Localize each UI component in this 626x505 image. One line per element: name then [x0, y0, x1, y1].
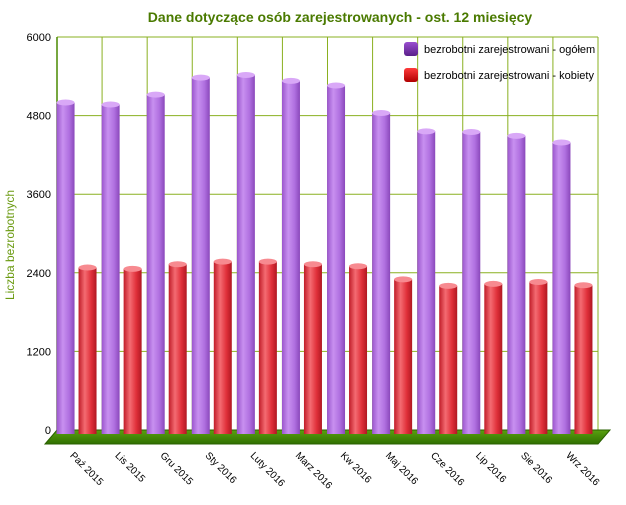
bar-top — [281, 77, 300, 84]
bar-top — [574, 282, 593, 289]
bar — [258, 261, 277, 434]
bar — [281, 80, 300, 434]
bar — [462, 131, 481, 434]
x-tick-label: Lis 2015 — [113, 450, 148, 485]
y-tick-label: 1200 — [27, 346, 51, 358]
chart-title: Dane dotyczące osób zarejestrowanych - o… — [148, 9, 533, 25]
bar-top — [101, 101, 120, 108]
bar-top — [123, 265, 142, 272]
bar — [349, 266, 368, 434]
bar-top — [56, 99, 75, 106]
y-axis-label: Liczba bezrobotnych — [3, 190, 17, 300]
bar-top — [529, 278, 548, 285]
x-tick-label: Wrz 2016 — [563, 450, 601, 488]
bar — [327, 85, 346, 434]
bar — [101, 104, 120, 434]
bar-top — [146, 91, 165, 98]
bar-top — [303, 261, 322, 268]
y-axis-ticks: 0 1200 2400 3600 4800 6000 — [27, 32, 51, 437]
legend: bezrobotni zarejestrowani - ogółem bezrob… — [404, 42, 595, 82]
bar-top — [258, 258, 277, 265]
y-tick-label: 4800 — [27, 111, 51, 123]
bar — [123, 268, 142, 434]
bar-top — [439, 282, 458, 289]
bars — [56, 71, 593, 435]
bar-top — [372, 109, 391, 116]
bar — [236, 74, 255, 435]
x-tick-label: Sie 2016 — [518, 450, 554, 486]
x-axis-ticks: Paź 2015 Lis 2015 Gru 2015 Sty 2016 Luty 201… — [67, 450, 601, 491]
bar-top — [213, 258, 232, 265]
y-tick-label: 2400 — [27, 268, 51, 280]
x-tick-label: Maj 2016 — [383, 450, 420, 487]
bar — [417, 131, 436, 434]
legend-label: bezrobotni zarejestrowani - ogółem — [424, 44, 595, 56]
bar-top — [236, 71, 255, 78]
y-tick-label: 6000 — [27, 32, 51, 44]
x-tick-label: Gru 2015 — [158, 450, 196, 488]
bar-top — [552, 139, 571, 146]
bar-top — [191, 74, 210, 81]
bar — [529, 281, 548, 434]
bar — [78, 267, 97, 434]
bar — [552, 142, 571, 434]
y-tick-label: 3600 — [27, 189, 51, 201]
bar-top — [507, 132, 526, 139]
bar-top — [168, 261, 187, 268]
legend-swatch — [404, 42, 418, 56]
bar-top — [327, 82, 346, 89]
legend-swatch — [404, 68, 418, 82]
bar — [574, 285, 593, 434]
bar-top — [484, 280, 503, 287]
x-tick-label: Kw 2016 — [338, 450, 374, 486]
bar-top — [78, 264, 97, 271]
bar — [507, 135, 526, 434]
x-tick-label: Marz 2016 — [293, 450, 334, 491]
bar — [484, 283, 503, 434]
bar — [394, 279, 413, 434]
legend-label: bezrobotni zarejestrowani - kobiety — [424, 70, 594, 82]
x-tick-label: Luty 2016 — [248, 450, 287, 489]
bar — [213, 261, 232, 434]
bar — [191, 77, 210, 435]
bar — [56, 102, 75, 434]
x-tick-label: Sty 2016 — [203, 450, 239, 486]
bar — [439, 285, 458, 434]
y-tick-label: 0 — [45, 425, 51, 437]
bar-top — [417, 128, 436, 135]
bar-top — [394, 276, 413, 283]
x-tick-label: Lip 2016 — [473, 450, 508, 485]
x-tick-label: Paź 2015 — [67, 450, 105, 488]
bar — [372, 112, 391, 434]
bar-top — [462, 128, 481, 135]
x-tick-label: Cze 2016 — [428, 450, 466, 488]
bar-top — [349, 263, 368, 270]
bar — [303, 264, 322, 434]
bar — [168, 264, 187, 434]
bar — [146, 94, 165, 434]
